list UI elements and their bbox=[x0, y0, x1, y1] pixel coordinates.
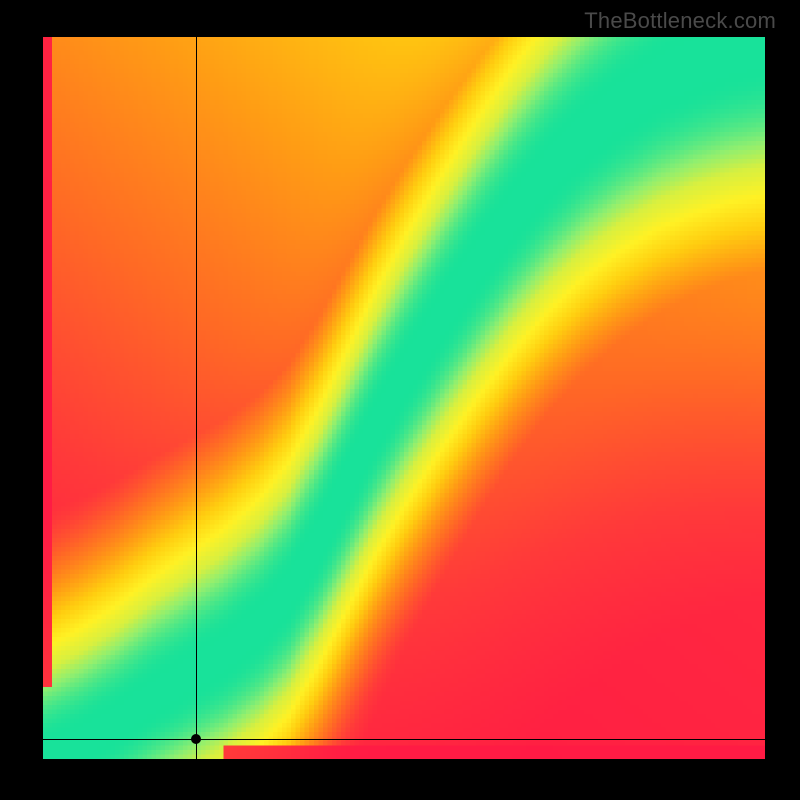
crosshair-horizontal bbox=[43, 739, 765, 740]
marker-point bbox=[191, 734, 201, 744]
heatmap-plot-area bbox=[43, 37, 765, 759]
heatmap-canvas bbox=[43, 37, 765, 759]
watermark-text: TheBottleneck.com bbox=[584, 8, 776, 34]
crosshair-vertical bbox=[196, 37, 197, 759]
chart-container: TheBottleneck.com bbox=[0, 0, 800, 800]
